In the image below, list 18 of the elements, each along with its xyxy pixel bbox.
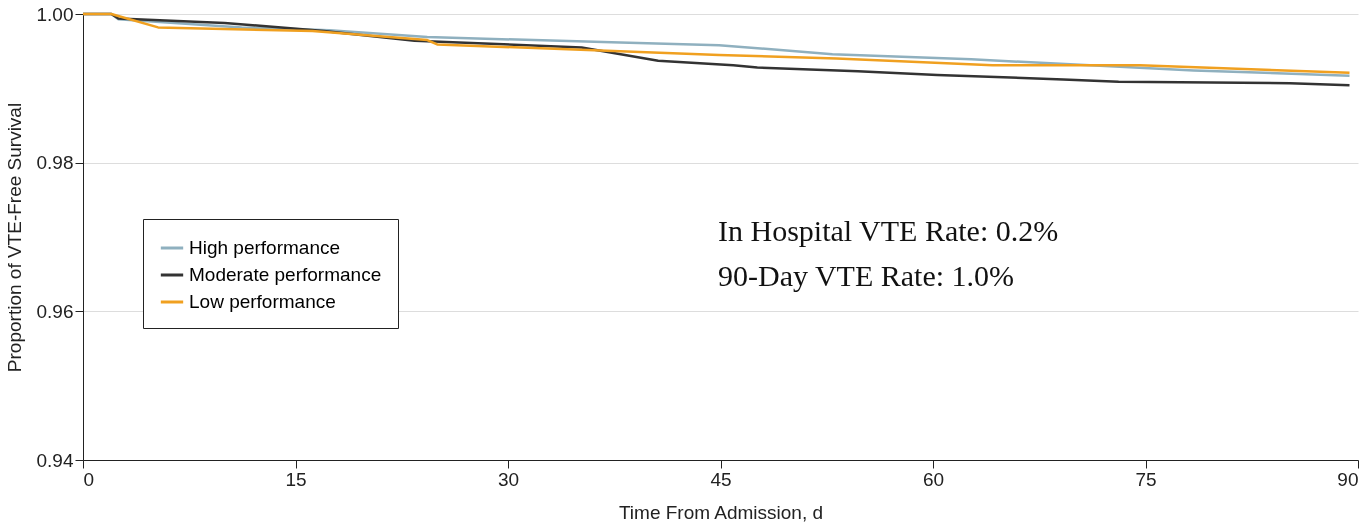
annotation: 90-Day VTE Rate: 1.0%	[718, 259, 1015, 292]
x-tick-label: 90	[1337, 468, 1359, 490]
x-tick-label: 60	[922, 468, 945, 490]
x-tick-label: 45	[710, 468, 732, 490]
x-tick-label: 30	[497, 468, 520, 490]
x-tick-label: 15	[285, 468, 307, 490]
y-tick-label: 0.94	[36, 449, 74, 471]
legend-label: Low performance	[189, 291, 336, 312]
y-tick-label: 1.00	[36, 3, 74, 25]
legend-label: Moderate performance	[189, 264, 382, 285]
x-axis-title: Time From Admission, d	[618, 501, 824, 523]
legend-label: High performance	[189, 237, 341, 258]
y-axis-title: Proportion of VTE-Free Survival	[3, 102, 25, 373]
y-tick-label: 0.98	[36, 152, 74, 174]
y-tick-label: 0.96	[36, 300, 74, 322]
x-tick-label: 75	[1135, 468, 1157, 490]
annotation: In Hospital VTE Rate: 0.2%	[718, 214, 1059, 247]
x-tick-label: 0	[83, 468, 95, 490]
